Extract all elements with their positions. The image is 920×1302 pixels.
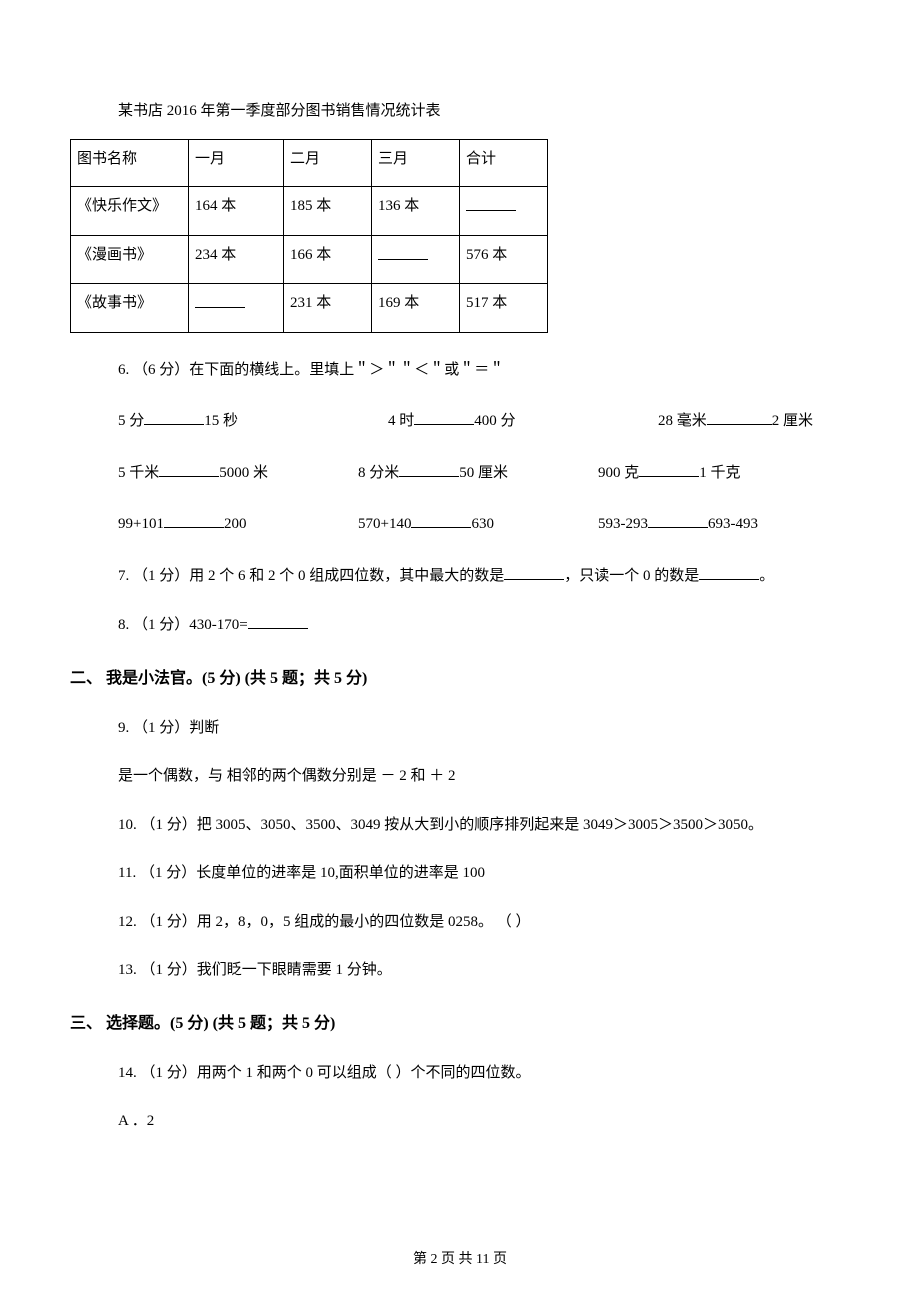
table-header-row: 图书名称 一月 二月 三月 合计 — [71, 139, 548, 187]
section-3-heading: 三、 选择题。(5 分) (共 5 题；共 5 分) — [70, 1012, 850, 1036]
q6-row2: 5 千米 5000 米 8 分米 50 厘米 900 克 1 千克 — [70, 461, 850, 485]
blank-field — [164, 512, 224, 528]
q14-opt-a: A ．2 — [70, 1110, 850, 1133]
left: 4 时 — [388, 413, 414, 429]
right: 693-493 — [708, 516, 758, 532]
left: 5 分 — [118, 413, 144, 429]
left: 593-293 — [598, 516, 648, 532]
right: 2 厘米 — [772, 413, 813, 429]
q7-mid: ，只读一个 0 的数是 — [564, 568, 699, 584]
cell-jan — [189, 284, 284, 333]
blank-field — [699, 564, 759, 580]
table-caption: 某书店 2016 年第一季度部分图书销售情况统计表 — [70, 100, 850, 123]
q11: 11. （1 分）长度单位的进率是 10,面积单位的进率是 100 — [70, 862, 850, 885]
th-total: 合计 — [460, 139, 548, 187]
blank-field — [411, 512, 471, 528]
right: 50 厘米 — [459, 465, 508, 481]
q7-pre: 7. （1 分）用 2 个 6 和 2 个 0 组成四位数，其中最大的数是 — [118, 568, 504, 584]
cell-name: 《故事书》 — [71, 284, 189, 333]
cell-total: 517 本 — [460, 284, 548, 333]
section-2-heading: 二、 我是小法官。(5 分) (共 5 题；共 5 分) — [70, 667, 850, 691]
blank-field — [707, 409, 772, 425]
comp-item: 593-293 693-493 — [598, 512, 850, 536]
q13: 13. （1 分）我们眨一下眼睛需要 1 分钟。 — [70, 959, 850, 982]
cell-mar: 169 本 — [372, 284, 460, 333]
cell-jan: 234 本 — [189, 235, 284, 284]
cell-feb: 185 本 — [284, 187, 372, 236]
right: 200 — [224, 516, 247, 532]
comp-item: 900 克 1 千克 — [598, 461, 850, 485]
q10: 10. （1 分）把 3005、3050、3500、3049 按从大到小的顺序排… — [70, 814, 850, 837]
cell-total: 576 本 — [460, 235, 548, 284]
cell-name: 《漫画书》 — [71, 235, 189, 284]
q6-row1: 5 分 15 秒 4 时 400 分 28 毫米 2 厘米 — [70, 409, 850, 433]
blank-field — [399, 461, 459, 477]
comp-item: 8 分米 50 厘米 — [358, 461, 598, 485]
blank-field — [248, 613, 308, 629]
cell-feb: 231 本 — [284, 284, 372, 333]
q9-line1: 9. （1 分）判断 — [70, 717, 850, 740]
right: 630 — [471, 516, 494, 532]
comp-item: 570+140 630 — [358, 512, 598, 536]
blank-field — [195, 292, 245, 308]
cell-mar — [372, 235, 460, 284]
left: 28 毫米 — [658, 413, 707, 429]
blank-field — [648, 512, 708, 528]
cell-feb: 166 本 — [284, 235, 372, 284]
right: 400 分 — [474, 413, 515, 429]
blank-field — [159, 461, 219, 477]
blank-field — [414, 409, 474, 425]
q8-text: 8. （1 分）430-170= — [118, 617, 248, 633]
table-row: 《漫画书》 234 本 166 本 576 本 — [71, 235, 548, 284]
q6-row3: 99+101 200 570+140 630 593-293 693-493 — [70, 512, 850, 536]
q9-line2: 是一个偶数，与 相邻的两个偶数分别是 － 2 和 ＋ 2 — [70, 765, 850, 788]
comp-item: 99+101 200 — [118, 512, 358, 536]
th-jan: 一月 — [189, 139, 284, 187]
comp-item: 4 时 400 分 — [388, 409, 658, 433]
cell-jan: 164 本 — [189, 187, 284, 236]
left: 5 千米 — [118, 465, 159, 481]
comp-item: 5 分 15 秒 — [118, 409, 388, 433]
th-feb: 二月 — [284, 139, 372, 187]
cell-mar: 136 本 — [372, 187, 460, 236]
page-footer: 第 2 页 共 11 页 — [0, 1249, 920, 1270]
q12: 12. （1 分）用 2，8，0，5 组成的最小的四位数是 0258。 （ ） — [70, 911, 850, 934]
th-name: 图书名称 — [71, 139, 189, 187]
left: 99+101 — [118, 516, 164, 532]
cell-name: 《快乐作文》 — [71, 187, 189, 236]
q14: 14. （1 分）用两个 1 和两个 0 可以组成（ ）个不同的四位数。 — [70, 1062, 850, 1085]
cell-total — [460, 187, 548, 236]
q7-post: 。 — [759, 568, 774, 584]
right: 1 千克 — [699, 465, 740, 481]
blank-field — [639, 461, 699, 477]
table-row: 《快乐作文》 164 本 185 本 136 本 — [71, 187, 548, 236]
page: 某书店 2016 年第一季度部分图书销售情况统计表 图书名称 一月 二月 三月 … — [0, 0, 920, 1302]
right: 5000 米 — [219, 465, 268, 481]
table-row: 《故事书》 231 本 169 本 517 本 — [71, 284, 548, 333]
sales-table: 图书名称 一月 二月 三月 合计 《快乐作文》 164 本 185 本 136 … — [70, 139, 548, 333]
th-mar: 三月 — [372, 139, 460, 187]
left: 8 分米 — [358, 465, 399, 481]
blank-field — [144, 409, 204, 425]
comp-item: 28 毫米 2 厘米 — [658, 409, 850, 433]
left: 570+140 — [358, 516, 411, 532]
blank-field — [504, 564, 564, 580]
comp-item: 5 千米 5000 米 — [118, 461, 358, 485]
left: 900 克 — [598, 465, 639, 481]
blank-field — [466, 195, 516, 211]
blank-field — [378, 244, 428, 260]
q8: 8. （1 分）430-170= — [70, 613, 850, 637]
right: 15 秒 — [204, 413, 238, 429]
q7: 7. （1 分）用 2 个 6 和 2 个 0 组成四位数，其中最大的数是 ，只读… — [70, 564, 850, 588]
q6-prompt: 6. （6 分）在下面的横线上。里填上＂＞＂＂＜＂或＂＝＂ — [70, 359, 850, 382]
